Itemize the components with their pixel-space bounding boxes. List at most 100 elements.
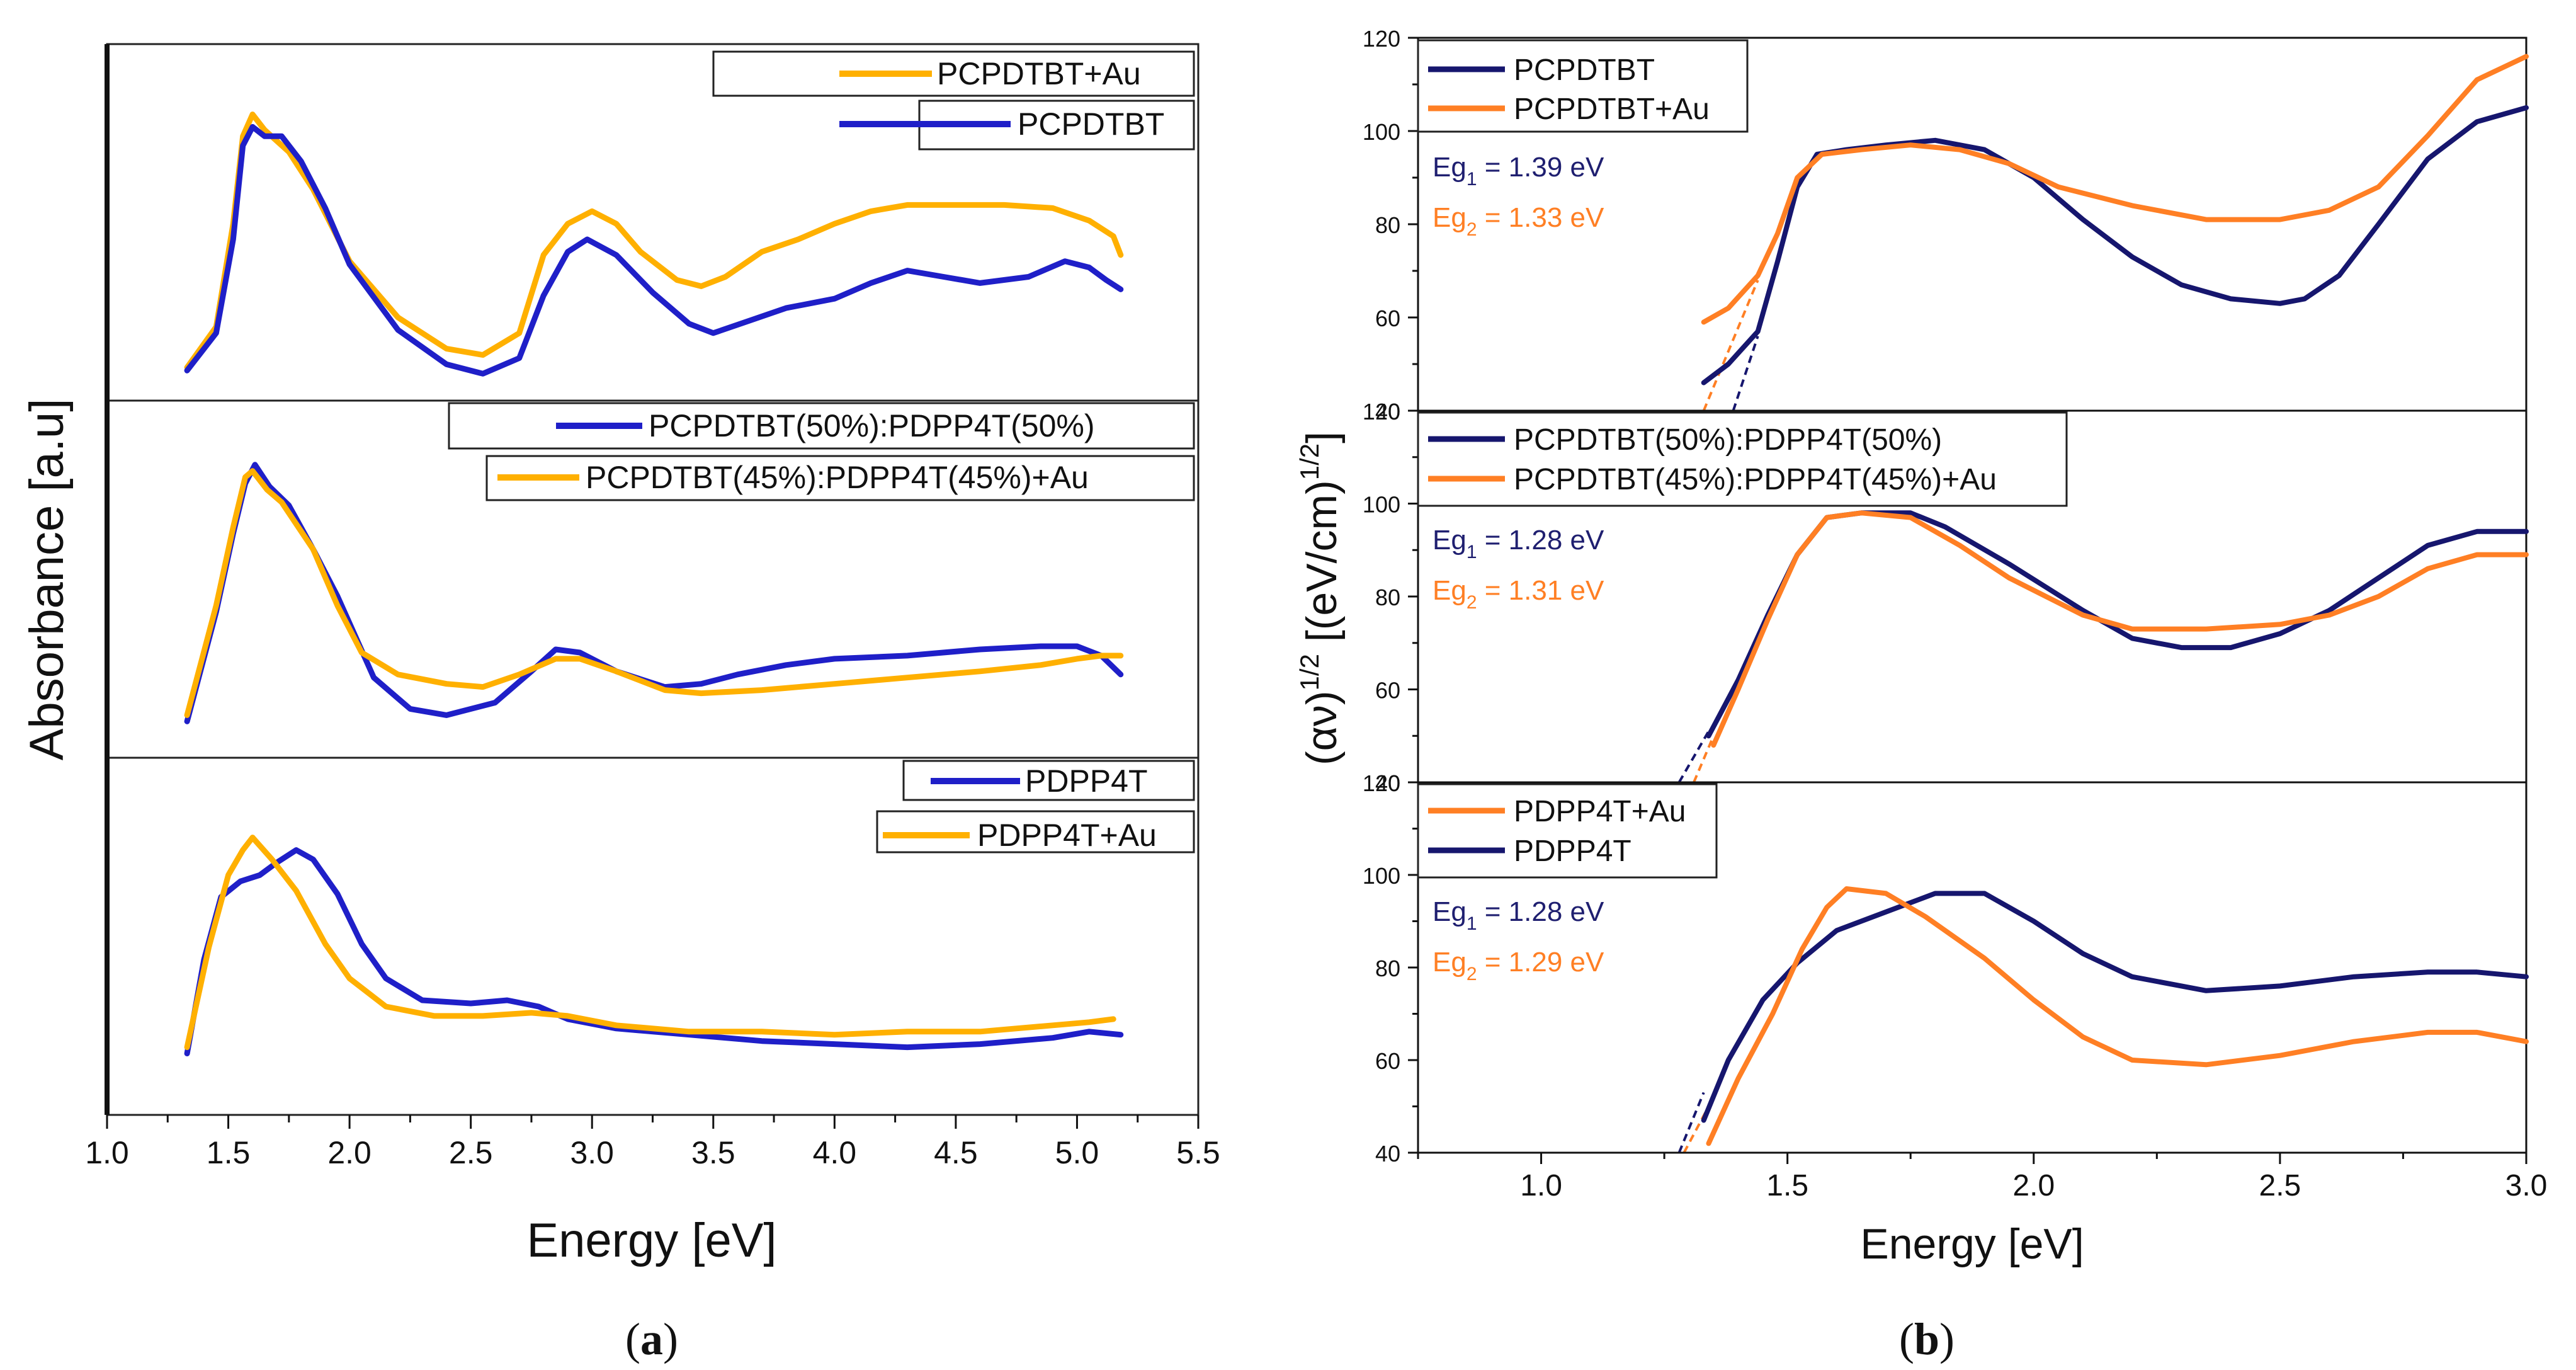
annotation-prefix: Eg [1433, 575, 1467, 606]
bandgap-fit-line [1677, 730, 1710, 784]
annotation-subscript: 2 [1467, 219, 1477, 240]
y-axis-title: Absorbance [a.u] [20, 399, 74, 761]
legend-box [876, 810, 1195, 853]
panel-letter: a [640, 1314, 663, 1364]
y-tick-label: 120 [1363, 399, 1400, 425]
x-tick-label: 3.0 [570, 1135, 614, 1170]
x-tick-label: 2.5 [2259, 1169, 2301, 1202]
legend-label: PCPDTBT [1514, 54, 1655, 87]
x-tick-label: 2.0 [327, 1135, 372, 1170]
series-line-orange_b [1706, 886, 2529, 1146]
chart-b-subplot-3: 40 60 80 100 120 PDPP4T+Au PDPP4T Eg1 = 1.28 eV… [1363, 770, 2529, 1167]
annotation-prefix: Eg [1433, 947, 1467, 978]
series-line-orange [184, 835, 1116, 1051]
series-line-orange_b [1701, 54, 2529, 325]
series-line-blue [184, 847, 1124, 1056]
annotation-subscript: 1 [1467, 542, 1477, 562]
legend-label: PCPDTBT(45%):PDPP4T(45%)+Au [1514, 463, 1997, 496]
annotation-subscript: 2 [1467, 964, 1477, 985]
subplot-frame [106, 399, 1200, 759]
y-tick-label: 120 [1363, 770, 1400, 796]
x-axis-title: Energy [eV] [526, 1214, 776, 1267]
ylabel-part: (αν) [1298, 690, 1346, 765]
legend-box [1417, 411, 2068, 507]
y-tick-label: 40 [1375, 770, 1400, 796]
series-line-blue [184, 123, 1124, 377]
x-tick-label: 3.0 [2505, 1169, 2548, 1202]
y-tick-label: 100 [1363, 119, 1400, 145]
legend-box [712, 50, 1195, 97]
series-line-navy [1701, 105, 2529, 385]
annotation-value: = 1.33 eV [1477, 202, 1604, 233]
legend-box [1417, 39, 1749, 133]
bandgap-annotation: Eg1 = 1.28 eV [1433, 525, 1604, 562]
chart-b-subplot-2: 40 60 80 100 120 PCPDTBT(50%):PDPP4T(50%) PCPD… [1363, 399, 2529, 796]
bandgap-fit-line [1732, 335, 1759, 411]
legend-box [485, 455, 1195, 501]
annotation-value: = 1.39 eV [1477, 152, 1604, 183]
chart-a-subplot-2: PCPDTBT(50%):PDPP4T(50%) PCPDTBT(45%):PDP… [106, 399, 1200, 759]
legend-box [1417, 783, 1718, 879]
annotation-value: = 1.29 eV [1477, 947, 1604, 978]
x-tick-label: 2.0 [2012, 1169, 2055, 1202]
panel-label-a: (a) [625, 1314, 678, 1364]
x-tick-label: 1.5 [207, 1135, 251, 1170]
chart-a: PCPDTBT+Au PCPDTBT PCPDTBT(50%):PDPP4T(50%… [20, 43, 1220, 1364]
panel-paren: ) [1939, 1314, 1955, 1364]
panel-letter: b [1914, 1314, 1939, 1364]
y-axis-title: (αν)1/2 [(eV/cm)1/2] [1295, 431, 1346, 765]
series-line-orange_b [1711, 510, 2529, 748]
x-axis: 1.0 1.5 2.0 2.5 3.0 [1417, 1151, 2548, 1202]
annotation-subscript: 1 [1467, 169, 1477, 190]
annotation-prefix: Eg [1433, 896, 1467, 927]
bandgap-annotation: Eg1 = 1.39 eV [1433, 152, 1604, 190]
x-axis-title: Energy [eV] [1860, 1220, 2084, 1268]
x-tick-label: 4.0 [813, 1135, 857, 1170]
x-tick-label: 3.5 [691, 1135, 735, 1170]
bandgap-annotation: Eg1 = 1.28 eV [1433, 896, 1604, 934]
y-tick-label: 100 [1363, 492, 1400, 518]
chart-a-subplot-1: PCPDTBT+Au PCPDTBT [106, 43, 1200, 402]
legend-label: PCPDTBT(50%):PDPP4T(50%) [1514, 423, 1942, 457]
bandgap-fit-line [1677, 1092, 1705, 1153]
ylabel-superscript: 1/2 [1295, 443, 1324, 480]
bandgap-annotation: Eg2 = 1.31 eV [1433, 575, 1604, 613]
legend-label: PCPDTBT(45%):PDPP4T(45%)+Au [586, 460, 1089, 495]
bandgap-annotation: Eg2 = 1.29 eV [1433, 947, 1604, 985]
ylabel-superscript: 1/2 [1295, 654, 1324, 690]
x-tick-label: 1.0 [85, 1135, 129, 1170]
legend-label: PDPP4T [1514, 835, 1631, 868]
x-tick-label: 5.0 [1055, 1135, 1099, 1170]
ylabel-part: [(eV/cm) [1298, 480, 1346, 654]
annotation-subscript: 1 [1467, 913, 1477, 934]
y-tick-label: 40 [1375, 1141, 1400, 1167]
panel-paren: ) [663, 1314, 678, 1364]
y-tick-label: 100 [1363, 863, 1400, 889]
series-line-orange [184, 111, 1124, 370]
chart-a-subplot-3: PDPP4T PDPP4T+Au [106, 756, 1200, 1116]
legend-label: PCPDTBT(50%):PDPP4T(50%) [649, 408, 1095, 443]
y-tick-label: 60 [1375, 1048, 1400, 1074]
y-tick-label: 40 [1375, 399, 1400, 425]
annotation-subscript: 2 [1467, 592, 1477, 613]
annotation-prefix: Eg [1433, 152, 1467, 183]
chart-b-subplot-1: 40 60 80 100 120 PCPDTBT PCPDTBT+Au Eg1 = 1.39 … [1363, 26, 2529, 425]
ylabel-part: ] [1298, 431, 1346, 443]
legend-label: PCPDTBT [1018, 106, 1164, 142]
annotation-prefix: Eg [1433, 525, 1467, 556]
panel-paren: ( [1899, 1314, 1914, 1364]
annotation-value: = 1.31 eV [1477, 575, 1604, 606]
x-tick-label: 4.5 [934, 1135, 978, 1170]
x-axis: 1.0 1.5 2.0 2.5 3.0 3.5 4.0 4.5 5.0 5.5 [85, 1115, 1220, 1170]
x-tick-label: 2.5 [449, 1135, 493, 1170]
y-tick-label: 60 [1375, 678, 1400, 704]
y-tick-label: 60 [1375, 305, 1400, 331]
y-tick-label: 120 [1363, 26, 1400, 52]
bandgap-fit-line [1693, 735, 1715, 783]
panel-label-b: (b) [1899, 1314, 1955, 1364]
legend-label: PDPP4T+Au [977, 818, 1157, 853]
legend-label: PCPDTBT+Au [937, 56, 1141, 91]
legend-label: PDPP4T [1025, 763, 1148, 799]
